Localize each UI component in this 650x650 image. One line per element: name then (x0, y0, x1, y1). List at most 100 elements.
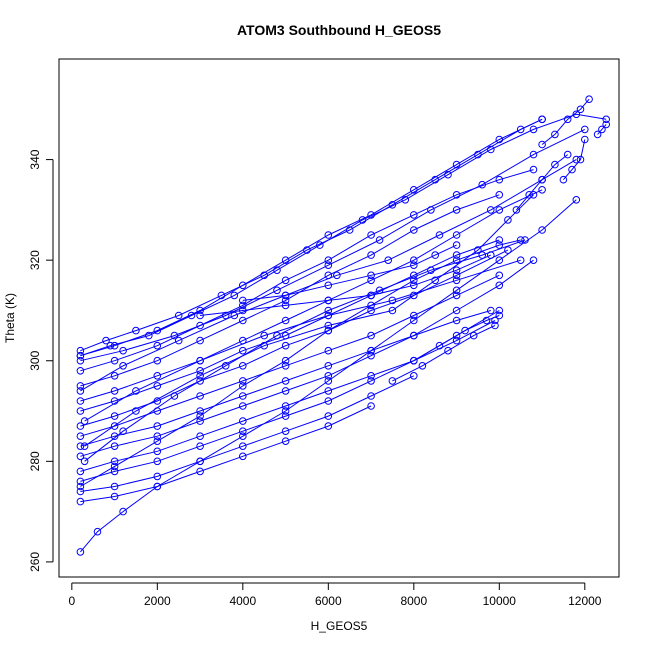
data-point (410, 356, 418, 365)
data-point (153, 372, 162, 380)
data-point (239, 452, 247, 461)
data-point (281, 377, 290, 385)
series-group (80, 256, 525, 425)
data-point (581, 125, 589, 134)
data-point (239, 316, 247, 325)
data-point (367, 346, 375, 355)
series-group (410, 311, 504, 365)
data-point (367, 306, 375, 315)
x-tick-label: 10000 (483, 594, 517, 608)
data-point (504, 216, 512, 224)
data-point (410, 226, 418, 234)
data-point (174, 311, 183, 320)
data-point (110, 387, 119, 395)
series-line (516, 154, 569, 211)
series-group (76, 165, 538, 375)
data-point (598, 125, 606, 134)
data-point (76, 467, 85, 476)
data-point (345, 226, 354, 234)
data-point (196, 407, 204, 415)
data-point (324, 306, 333, 315)
data-point (504, 246, 512, 254)
data-point (495, 281, 504, 290)
data-point (401, 196, 410, 204)
data-point (529, 165, 538, 174)
y-tick-label: 300 (28, 350, 42, 370)
data-point (487, 145, 495, 154)
data-point (281, 362, 290, 370)
data-point (324, 261, 333, 270)
series-group (559, 135, 589, 184)
y-axis-label: Theta (K) (3, 293, 17, 343)
data-point (230, 311, 239, 320)
data-point (367, 251, 375, 259)
series-group (76, 110, 611, 360)
data-point (76, 477, 85, 486)
data-point (196, 377, 204, 385)
series-group (76, 191, 504, 390)
data-point (410, 186, 418, 194)
series-group (388, 321, 499, 385)
data-point (495, 306, 504, 315)
x-axis-label: H_GEOS5 (311, 619, 368, 633)
data-point (602, 120, 611, 129)
data-point (273, 286, 281, 295)
data-point (563, 115, 572, 124)
data-point (76, 487, 85, 496)
series-group (76, 316, 499, 476)
data-point (563, 150, 572, 159)
series-line (597, 124, 607, 135)
series-group (76, 271, 504, 441)
data-point (196, 457, 204, 466)
data-point (452, 251, 461, 259)
data-point (80, 417, 89, 425)
series-line (80, 320, 496, 472)
data-point (239, 346, 247, 355)
data-point (495, 256, 504, 265)
series-group (538, 95, 593, 149)
data-point (196, 412, 204, 420)
data-point (444, 170, 452, 179)
data-point (538, 226, 546, 234)
data-point (410, 316, 418, 325)
data-point (76, 497, 85, 506)
data-point (119, 346, 127, 355)
data-point (487, 306, 495, 315)
series-line (80, 199, 577, 553)
data-point (452, 256, 461, 265)
data-point (512, 206, 521, 214)
data-point (572, 196, 581, 204)
data-point (452, 286, 461, 295)
series-line (80, 113, 607, 357)
data-point (427, 266, 435, 275)
x-tick-label: 4000 (229, 594, 256, 608)
data-point (196, 467, 204, 476)
data-point (187, 311, 196, 320)
data-point (102, 336, 110, 345)
data-point (367, 351, 375, 360)
data-point (110, 462, 119, 471)
data-point (495, 191, 504, 199)
data-point (551, 130, 559, 139)
data-point (516, 125, 525, 134)
data-point (538, 140, 546, 149)
series-group (76, 115, 546, 360)
data-point (119, 507, 127, 516)
data-point (80, 457, 89, 466)
x-tick-label: 0 (68, 594, 75, 608)
data-point (495, 236, 504, 244)
data-point (316, 241, 324, 249)
data-point (367, 392, 375, 400)
series-group (76, 402, 375, 506)
data-point (435, 341, 444, 350)
data-point (76, 432, 85, 441)
data-point (324, 311, 333, 320)
data-point (281, 341, 290, 350)
data-point (495, 271, 504, 280)
data-point (491, 321, 499, 330)
data-point (153, 457, 162, 466)
series-line (80, 259, 534, 457)
data-point (273, 331, 281, 340)
series-line (80, 159, 577, 392)
data-point (239, 427, 247, 436)
